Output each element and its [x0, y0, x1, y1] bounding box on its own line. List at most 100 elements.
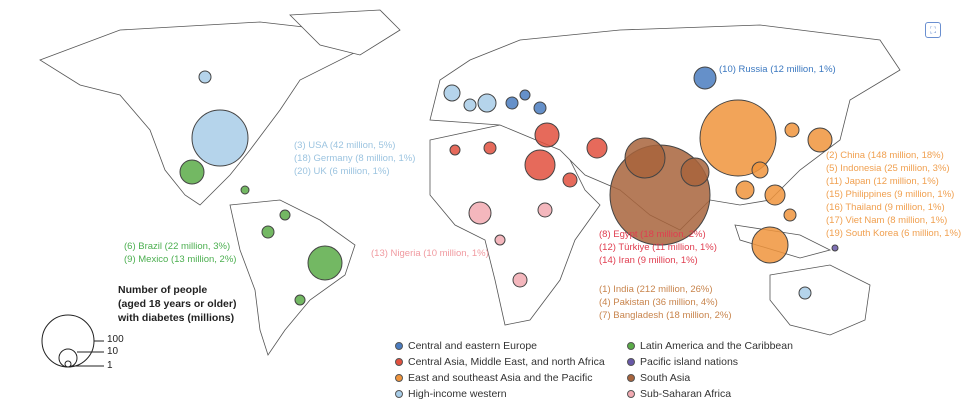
bubble-nigeria [468, 201, 492, 225]
label-camena: (8) Egypt (18 million, 2%) (12) Türkiye … [599, 228, 717, 267]
legend-item: Central Asia, Middle East, and north Afr… [395, 354, 627, 369]
legend-label: Central Asia, Middle East, and north Afr… [408, 355, 605, 368]
bubble [562, 172, 578, 188]
legend-dot [395, 357, 403, 366]
label-line: (1) India (212 million, 26%) [599, 284, 713, 295]
bubble [261, 225, 275, 239]
label-line: (13) Nigeria (10 million, 1%) [371, 248, 489, 259]
bubble-iran [586, 137, 608, 159]
bubble-bangladesh [680, 157, 710, 187]
legend-dot [395, 373, 403, 382]
bubble [537, 202, 553, 218]
bubble-indonesia [751, 226, 789, 264]
label-south-asia: (1) India (212 million, 26%) (4) Pakista… [599, 283, 732, 322]
eurasia [429, 24, 901, 231]
legend-item: South Asia [627, 370, 827, 385]
size-value-10: 10 [107, 346, 119, 357]
bubble-china [699, 99, 777, 177]
legend-dot [395, 341, 403, 350]
bubble [505, 96, 519, 110]
bubble [294, 294, 306, 306]
bubble-usa [191, 109, 249, 167]
region-legend: Central and eastern Europe Latin America… [395, 338, 827, 401]
label-line: (7) Bangladesh (18 million, 2%) [599, 310, 732, 321]
bubble [198, 70, 212, 84]
bubble [512, 272, 528, 288]
label-east-asia: (2) China (148 million, 18%) (5) Indones… [826, 149, 961, 240]
legend-item: Pacific island nations [627, 354, 827, 369]
label-ssa: (13) Nigeria (10 million, 1%) [371, 247, 489, 260]
label-line: (8) Egypt (18 million, 2%) [599, 229, 706, 240]
legend-dot [627, 357, 635, 366]
label-line: (10) Russia (12 million, 1%) [719, 64, 836, 75]
label-line: (14) Iran (9 million, 1%) [599, 255, 698, 266]
title-line: Number of people [118, 284, 208, 296]
label-line: (16) Thailand (9 million, 1%) [826, 202, 945, 213]
bubble-philippines [764, 184, 786, 206]
bubble-turkiye [534, 122, 560, 148]
legend-label: Central and eastern Europe [408, 339, 537, 352]
label-line: (2) China (148 million, 18%) [826, 150, 944, 161]
label-line: (20) UK (6 million, 1%) [294, 166, 390, 177]
bubble-germany [477, 93, 497, 113]
label-line: (15) Philippines (9 million, 1%) [826, 189, 955, 200]
bubble-korea [784, 122, 800, 138]
label-western: (3) USA (42 million, 5%) (18) Germany (8… [294, 139, 415, 178]
legend-dot [627, 373, 635, 382]
bubble-vietnam [751, 161, 769, 179]
bubble-uk [443, 84, 461, 102]
label-line: (12) Türkiye (11 million, 1%) [599, 242, 717, 253]
bubble [798, 286, 812, 300]
size-legend-title: Number of people (aged 18 years or older… [118, 283, 236, 325]
bubble [783, 208, 797, 222]
label-line: (3) USA (42 million, 5%) [294, 140, 396, 151]
bubble [533, 101, 547, 115]
legend-label: East and southeast Asia and the Pacific [408, 371, 593, 384]
label-line: (6) Brazil (22 million, 3%) [124, 241, 231, 252]
title-line: with diabetes (millions) [118, 312, 235, 324]
size-value-1: 1 [107, 360, 113, 371]
bubble-pakistan [624, 137, 666, 179]
legend-item: High-income western [395, 386, 627, 401]
label-line: (19) South Korea (6 million, 1%) [826, 228, 962, 239]
bubble-egypt [524, 149, 556, 181]
size-value-100: 100 [107, 334, 124, 345]
size-circle-100 [41, 314, 95, 368]
legend-dot [627, 389, 635, 398]
size-circle-10 [58, 348, 78, 368]
size-legend-circles [41, 314, 104, 368]
bubble [831, 244, 839, 252]
legend-label: Pacific island nations [640, 355, 739, 368]
legend-label: South Asia [640, 371, 691, 384]
label-line: (9) Mexico (13 million, 2%) [124, 254, 237, 265]
title-line: (aged 18 years or older) [118, 298, 237, 310]
legend-label: High-income western [408, 387, 507, 400]
greenland [289, 9, 401, 56]
bubble [240, 185, 250, 195]
label-line: (17) Viet Nam (8 million, 1%) [826, 215, 948, 226]
bubble-brazil [307, 245, 343, 281]
expand-icon[interactable]: ⛶ [925, 22, 941, 38]
bubble [483, 141, 497, 155]
bubble-japan [807, 127, 833, 153]
bubble [519, 89, 531, 101]
bubble [463, 98, 477, 112]
bubble-thailand [735, 180, 755, 200]
label-line: (11) Japan (12 million, 1%) [826, 176, 939, 187]
legend-item: Sub-Saharan Africa [627, 386, 827, 401]
bubble [449, 144, 461, 156]
label-russia: (10) Russia (12 million, 1%) [719, 63, 836, 76]
land-outlines [39, 9, 901, 356]
label-line: (5) Indonesia (25 million, 3%) [826, 163, 950, 174]
legend-dot [395, 389, 403, 398]
south-america [229, 199, 356, 356]
label-line: (18) Germany (8 million, 1%) [294, 153, 416, 164]
country-bubbles [179, 66, 839, 306]
bubble-mexico [179, 159, 205, 185]
australia [769, 264, 871, 336]
label-line: (4) Pakistan (36 million, 4%) [599, 297, 718, 308]
bubble [279, 209, 291, 221]
size-circle-1 [64, 360, 72, 368]
